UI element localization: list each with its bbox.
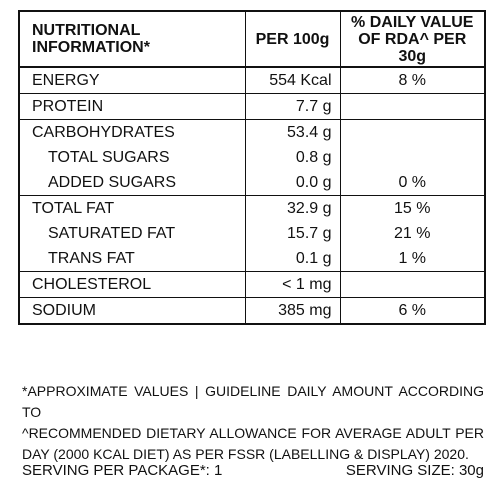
daily-value: 6 % [339,297,486,324]
table-row: SATURATED FAT 15.7 g 21 % [18,221,486,246]
daily-value [339,145,486,170]
per-100g-value: 0.0 g [244,170,341,196]
serving-info: SERVING PER PACKAGE*: 1 SERVING SIZE: 30… [22,459,484,481]
nutrient-name: TOTAL SUGARS [18,145,246,170]
daily-value [339,93,486,120]
per-100g-value: 32.9 g [244,195,341,221]
table-row: PROTEIN 7.7 g [18,93,486,120]
nutrient-name: TRANS FAT [18,246,246,272]
table-row: CARBOHYDRATES 53.4 g [18,119,486,145]
header-daily-value: % DAILY VALUE OF RDA^ PER 30g [339,11,486,68]
daily-value [339,119,486,145]
table-row: TOTAL FAT 32.9 g 15 % [18,195,486,221]
nutrient-name: ADDED SUGARS [18,170,246,196]
per-100g-value: 0.1 g [244,246,341,272]
per-100g-value: 554 Kcal [244,66,341,94]
daily-value: 21 % [339,221,486,246]
nutrition-label: NUTRITIONAL INFORMATION* PER 100g % DAIL… [18,10,486,325]
nutrient-name: SATURATED FAT [18,221,246,246]
per-100g-value: 15.7 g [244,221,341,246]
footnote-line-1: *APPROXIMATE VALUES | GUIDELINE DAILY AM… [22,383,484,420]
daily-value: 8 % [339,66,486,94]
table-row: ADDED SUGARS 0.0 g 0 % [18,170,486,196]
per-100g-value: 53.4 g [244,119,341,145]
daily-value: 15 % [339,195,486,221]
table-header-row: NUTRITIONAL INFORMATION* PER 100g % DAIL… [18,11,486,68]
serving-size: SERVING SIZE: 30g [345,461,484,479]
per-100g-value: 0.8 g [244,145,341,170]
header-nutrient: NUTRITIONAL INFORMATION* [18,11,246,68]
serving-per-package: SERVING PER PACKAGE*: 1 [22,461,223,479]
header-per-100g: PER 100g [244,11,341,68]
daily-value: 1 % [339,246,486,272]
per-100g-value: < 1 mg [244,271,341,298]
nutrient-name: ENERGY [18,66,246,94]
nutrient-name: CARBOHYDRATES [18,119,246,145]
table-row: CHOLESTEROL < 1 mg [18,271,486,298]
table-row: TOTAL SUGARS 0.8 g [18,145,486,170]
footnote: *APPROXIMATE VALUES | GUIDELINE DAILY AM… [22,381,484,465]
nutrient-name: PROTEIN [18,93,246,120]
table-row: ENERGY 554 Kcal 8 % [18,66,486,94]
daily-value: 0 % [339,170,486,196]
nutrient-name: SODIUM [18,297,246,324]
daily-value [339,271,486,298]
nutrient-name: TOTAL FAT [18,195,246,221]
table-row: SODIUM 385 mg 6 % [18,297,486,324]
per-100g-value: 7.7 g [244,93,341,120]
table-row: TRANS FAT 0.1 g 1 % [18,246,486,272]
footnote-line-2: ^RECOMMENDED DIETARY ALLOWANCE FOR AVERA… [22,425,484,462]
nutrient-name: CHOLESTEROL [18,271,246,298]
nutrition-table: NUTRITIONAL INFORMATION* PER 100g % DAIL… [18,10,486,325]
per-100g-value: 385 mg [244,297,341,324]
